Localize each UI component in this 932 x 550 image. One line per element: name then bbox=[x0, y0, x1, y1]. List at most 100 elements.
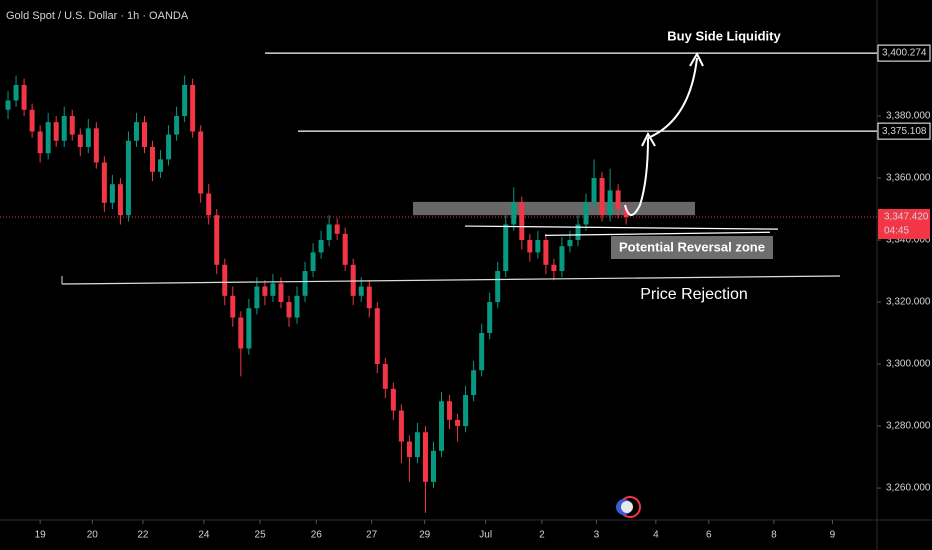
candle-body bbox=[463, 395, 469, 427]
candle-body bbox=[150, 146, 156, 172]
candle-body bbox=[222, 264, 228, 296]
flag-icon bbox=[616, 496, 641, 518]
candle-body bbox=[69, 115, 75, 135]
candle-body bbox=[85, 128, 91, 147]
candle-body bbox=[270, 283, 276, 296]
candle-body bbox=[495, 271, 501, 303]
candle-body bbox=[358, 286, 364, 296]
candle-body bbox=[125, 140, 131, 216]
chart-title: Gold Spot / U.S. Dollar · 1h · OANDA bbox=[6, 10, 189, 22]
y-tick-label: 3,280.000 bbox=[886, 421, 931, 432]
candle-body bbox=[262, 286, 268, 296]
x-tick-label: 27 bbox=[366, 530, 378, 541]
arrow-head-2 bbox=[689, 51, 704, 67]
x-tick-label: 20 bbox=[87, 530, 99, 541]
y-tick-label: 3,300.000 bbox=[886, 359, 931, 370]
candle-body bbox=[615, 190, 621, 209]
candle-body bbox=[29, 109, 35, 132]
candle-body bbox=[406, 441, 412, 458]
candle-body bbox=[527, 240, 533, 253]
candle-body bbox=[302, 271, 308, 296]
candle-body bbox=[53, 122, 59, 141]
reversal-line bbox=[544, 231, 771, 236]
candle-body bbox=[190, 84, 196, 132]
y-tick-label: 3,320.000 bbox=[886, 297, 931, 308]
x-tick-label: 24 bbox=[198, 530, 210, 541]
candle-body bbox=[254, 286, 260, 309]
candle-body bbox=[583, 202, 589, 225]
y-tick-label: 3,340.000 bbox=[886, 235, 931, 246]
candle-body bbox=[246, 308, 252, 349]
rejection-line bbox=[61, 275, 841, 285]
candle-body bbox=[479, 333, 485, 371]
candle-body bbox=[382, 364, 388, 389]
candle-body bbox=[567, 240, 573, 247]
candles bbox=[5, 75, 629, 513]
candle-body bbox=[45, 122, 51, 154]
x-tick-label: 26 bbox=[311, 530, 323, 541]
candle-body bbox=[310, 252, 316, 272]
candle-body bbox=[366, 286, 372, 309]
candle-body bbox=[133, 122, 139, 141]
candle-body bbox=[101, 162, 107, 203]
candle-body bbox=[607, 190, 613, 216]
countdown-label: 04:45 bbox=[884, 226, 909, 237]
y-tick-label: 3,360.000 bbox=[886, 173, 931, 184]
candle-body bbox=[503, 224, 509, 272]
candle-body bbox=[294, 295, 300, 318]
arrow-head-1 bbox=[641, 131, 656, 147]
candle-body bbox=[198, 131, 204, 194]
candle-body bbox=[182, 84, 188, 116]
candle-body bbox=[455, 419, 461, 427]
candle-body bbox=[414, 432, 420, 458]
candle-body bbox=[158, 159, 164, 172]
last-price-box bbox=[878, 208, 930, 239]
candle-body bbox=[166, 134, 172, 160]
candle-body bbox=[575, 224, 581, 240]
x-tick-label: 2 bbox=[539, 530, 545, 541]
candle-body bbox=[206, 193, 212, 216]
candle-body bbox=[214, 215, 220, 265]
candle-body bbox=[77, 134, 83, 147]
candle-body bbox=[439, 401, 445, 451]
candle-body bbox=[334, 224, 340, 234]
level-label: 3,375.108 bbox=[882, 126, 927, 137]
x-tick-label: 25 bbox=[255, 530, 267, 541]
x-tick-label: 29 bbox=[419, 530, 431, 541]
candle-body bbox=[390, 388, 396, 411]
level-label-box bbox=[877, 122, 931, 140]
candle-body bbox=[278, 283, 284, 303]
candle-body bbox=[487, 302, 493, 334]
x-tick-label: Jul bbox=[479, 530, 492, 541]
candle-body bbox=[511, 202, 517, 225]
candle-body bbox=[61, 115, 67, 141]
candle-body bbox=[326, 224, 332, 240]
candle-body bbox=[543, 240, 549, 265]
candle-body bbox=[559, 246, 565, 272]
x-tick-label: 6 bbox=[706, 530, 712, 541]
annotation-box bbox=[611, 236, 773, 259]
candle-body bbox=[141, 122, 147, 147]
reversal-zone-box bbox=[413, 201, 695, 216]
candle-body bbox=[109, 184, 115, 203]
annotation: Potential Reversal zone bbox=[619, 239, 765, 254]
candle-body bbox=[37, 131, 43, 154]
candle-body bbox=[238, 317, 244, 349]
liquidity-arrow bbox=[624, 57, 698, 216]
y-tick-label: 3,380.000 bbox=[886, 111, 931, 122]
annotation: Buy Side Liquidity bbox=[667, 28, 781, 43]
level-label-box bbox=[877, 44, 931, 62]
candle-body bbox=[117, 184, 123, 216]
candle-body bbox=[623, 208, 629, 217]
x-tick-label: 8 bbox=[771, 530, 777, 541]
x-tick-label: 22 bbox=[137, 530, 149, 541]
annotation: Price Rejection bbox=[640, 286, 748, 303]
candle-body bbox=[230, 295, 236, 318]
candle-body bbox=[21, 84, 27, 110]
candle-body bbox=[519, 202, 525, 240]
candle-body bbox=[471, 370, 477, 396]
candle-body bbox=[398, 410, 404, 442]
